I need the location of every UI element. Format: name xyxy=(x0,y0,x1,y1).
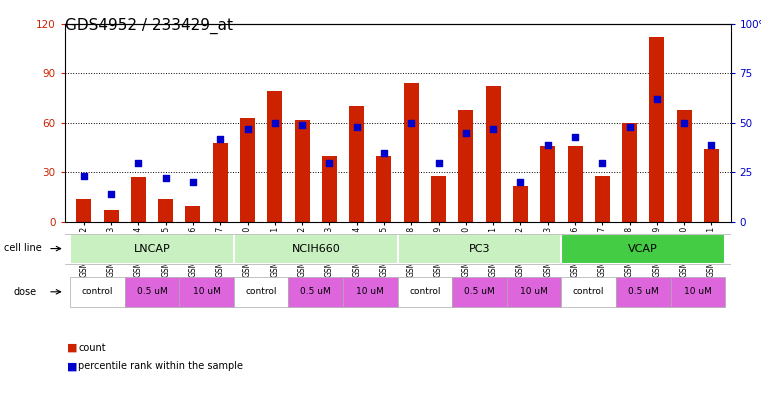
Bar xyxy=(452,277,507,307)
Bar xyxy=(595,176,610,222)
Point xyxy=(351,124,363,130)
Bar xyxy=(125,277,180,307)
Bar xyxy=(507,277,562,307)
Bar xyxy=(677,110,692,222)
Point xyxy=(105,191,117,197)
Text: ■: ■ xyxy=(67,343,78,353)
Point xyxy=(214,136,226,142)
Bar xyxy=(234,277,288,307)
Bar xyxy=(398,277,452,307)
Bar xyxy=(377,156,391,222)
Point xyxy=(432,160,444,166)
Bar xyxy=(568,146,582,222)
Bar xyxy=(343,277,398,307)
Bar xyxy=(458,110,473,222)
Text: control: control xyxy=(573,287,604,296)
Point xyxy=(160,175,172,182)
Text: control: control xyxy=(81,287,113,296)
Bar xyxy=(322,156,337,222)
Text: control: control xyxy=(409,287,441,296)
Text: ■: ■ xyxy=(67,361,78,371)
Point xyxy=(269,119,281,126)
Point xyxy=(542,141,554,148)
Bar xyxy=(349,106,365,222)
Text: PC3: PC3 xyxy=(469,244,490,253)
Point xyxy=(569,134,581,140)
Text: GDS4952 / 233429_at: GDS4952 / 233429_at xyxy=(65,18,233,34)
Point xyxy=(623,124,635,130)
Bar xyxy=(158,199,174,222)
Point xyxy=(705,141,718,148)
Bar xyxy=(70,277,125,307)
Text: 0.5 uM: 0.5 uM xyxy=(137,287,167,296)
Text: 0.5 uM: 0.5 uM xyxy=(301,287,331,296)
Text: percentile rank within the sample: percentile rank within the sample xyxy=(78,361,244,371)
Text: 10 uM: 10 uM xyxy=(356,287,384,296)
Text: 10 uM: 10 uM xyxy=(684,287,712,296)
Bar xyxy=(562,233,725,264)
Bar xyxy=(649,37,664,222)
Bar xyxy=(486,86,501,222)
Point xyxy=(678,119,690,126)
Text: 10 uM: 10 uM xyxy=(520,287,548,296)
Bar xyxy=(540,146,556,222)
Text: NCIH660: NCIH660 xyxy=(291,244,340,253)
Bar xyxy=(70,233,234,264)
Text: 10 uM: 10 uM xyxy=(193,287,221,296)
Bar xyxy=(704,149,719,222)
Bar xyxy=(103,211,119,222)
Text: 0.5 uM: 0.5 uM xyxy=(628,287,658,296)
Text: 0.5 uM: 0.5 uM xyxy=(464,287,495,296)
Bar xyxy=(76,199,91,222)
Point xyxy=(651,96,663,102)
Bar xyxy=(670,277,725,307)
Bar xyxy=(622,123,637,222)
Point xyxy=(296,122,308,128)
Point xyxy=(323,160,336,166)
Bar xyxy=(562,277,616,307)
Point xyxy=(405,119,417,126)
Text: cell line: cell line xyxy=(4,243,42,253)
Point xyxy=(460,130,472,136)
Bar xyxy=(404,83,419,222)
Point xyxy=(378,149,390,156)
Bar xyxy=(213,143,228,222)
Text: control: control xyxy=(246,287,277,296)
Point xyxy=(514,179,527,185)
Point xyxy=(78,173,90,180)
Bar xyxy=(513,185,528,222)
Text: LNCAP: LNCAP xyxy=(134,244,170,253)
Point xyxy=(487,126,499,132)
Bar xyxy=(267,92,282,222)
Bar xyxy=(131,177,146,222)
Bar xyxy=(186,206,200,222)
Bar xyxy=(240,118,255,222)
Bar xyxy=(398,233,562,264)
Text: dose: dose xyxy=(14,286,37,297)
Text: count: count xyxy=(78,343,106,353)
Point xyxy=(187,179,199,185)
Point xyxy=(132,160,145,166)
Bar xyxy=(616,277,670,307)
Bar xyxy=(234,233,398,264)
Point xyxy=(241,126,253,132)
Bar xyxy=(180,277,234,307)
Point xyxy=(596,160,608,166)
Bar xyxy=(288,277,343,307)
Bar xyxy=(431,176,446,222)
Text: VCAP: VCAP xyxy=(629,244,658,253)
Bar xyxy=(295,119,310,222)
